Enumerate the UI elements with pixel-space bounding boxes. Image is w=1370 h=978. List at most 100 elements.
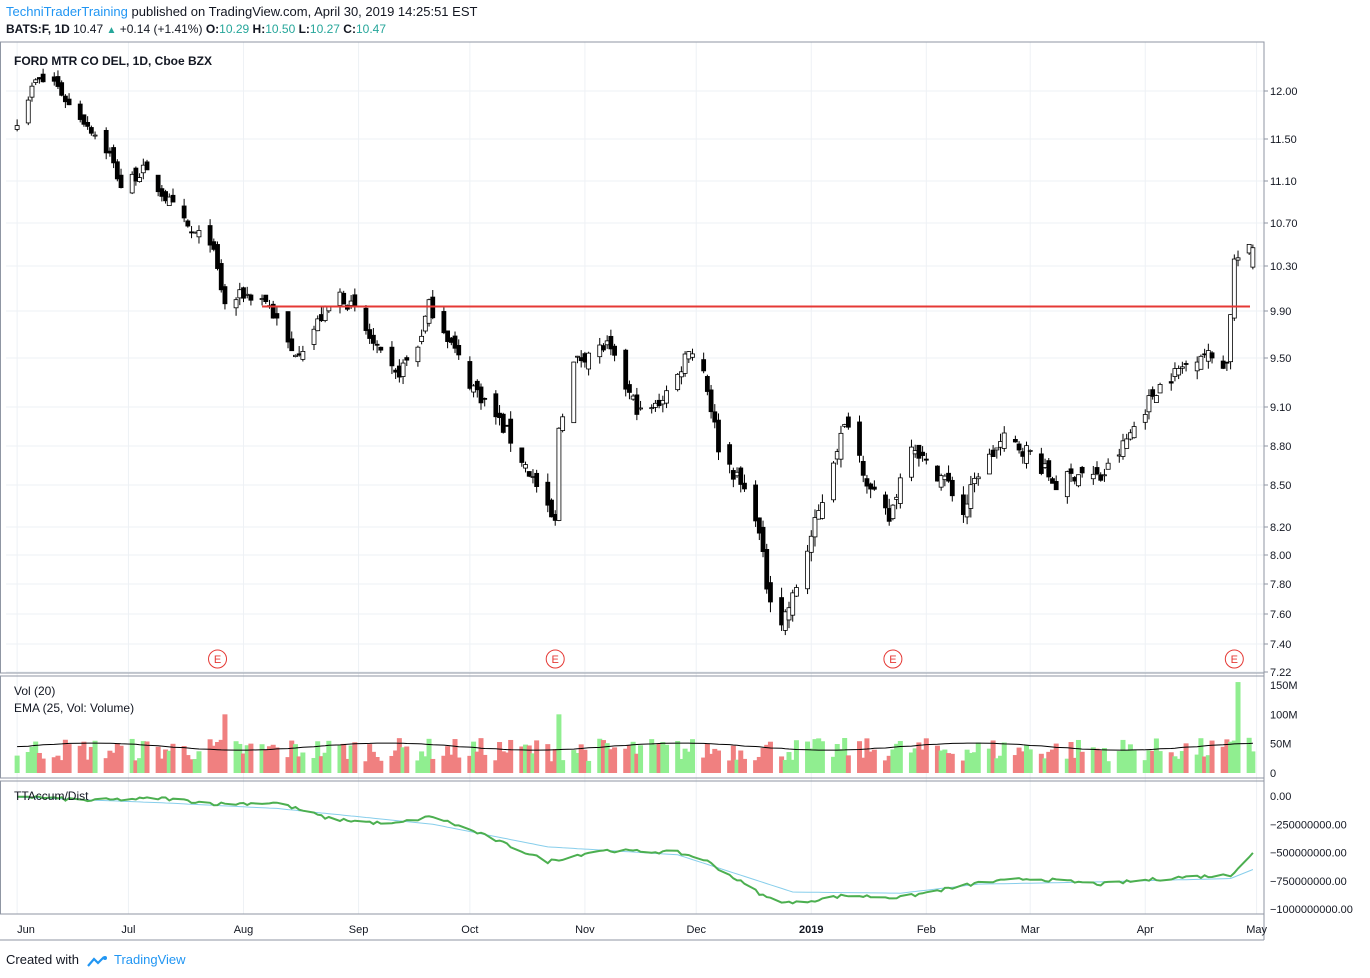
volume-bar	[133, 760, 139, 773]
volume-bar	[292, 744, 298, 773]
volume-tick-label: 0	[1270, 768, 1276, 780]
candle-body	[760, 526, 766, 552]
author-link[interactable]: TechniTraderTraining	[6, 4, 128, 19]
volume-bar	[1072, 757, 1078, 773]
volume-bar	[1153, 738, 1159, 773]
candle-body	[690, 353, 695, 358]
volume-bar	[552, 749, 558, 773]
volume-bar	[1016, 747, 1022, 773]
volume-bar	[118, 745, 124, 773]
volume-bar	[393, 750, 399, 773]
volume-bar	[1131, 749, 1137, 773]
footer: Created with TradingView	[6, 952, 186, 968]
candle-body	[85, 122, 91, 127]
candle-body	[1012, 439, 1018, 443]
volume-bar	[819, 741, 825, 773]
volume-ema-line	[17, 742, 1253, 751]
volume-bar	[185, 755, 191, 773]
candle-body	[25, 99, 31, 124]
candle-body	[990, 449, 996, 458]
volume-bar	[300, 752, 306, 773]
volume-bar	[400, 747, 406, 773]
volume-bar	[1075, 739, 1081, 773]
candle-body	[1220, 360, 1226, 369]
volume-bar	[1176, 758, 1182, 773]
volume-bar	[578, 744, 584, 773]
volume-bar	[1127, 744, 1133, 773]
candle-body	[883, 494, 888, 509]
candle-body	[820, 502, 825, 519]
volume-bar	[140, 741, 146, 773]
volume-bar	[1020, 751, 1026, 773]
volume-bar	[1116, 751, 1122, 773]
candle-body	[1235, 257, 1241, 261]
candle-body	[196, 230, 202, 238]
volume-tick-label: 100M	[1270, 709, 1298, 721]
volume-bar	[66, 744, 72, 773]
candle-body	[1001, 432, 1007, 449]
volume-bar	[81, 741, 87, 773]
volume-bar	[868, 751, 874, 773]
candle-body	[794, 587, 799, 597]
candle-body	[66, 98, 72, 106]
volume-bar	[448, 754, 454, 773]
volume-bar	[678, 758, 684, 773]
volume-bar	[233, 741, 239, 773]
volume-bar	[1120, 739, 1126, 773]
published-text: published on TradingView.com, April 30, …	[131, 4, 478, 19]
volume-bar	[111, 752, 117, 773]
candle-body	[289, 338, 295, 352]
volume-bar	[85, 759, 91, 773]
candle-body	[649, 407, 655, 410]
candle-body	[860, 460, 866, 476]
volume-bar	[1150, 750, 1156, 773]
ohlc-legend: BATS:F, 1D 10.47 ▲ +0.14 (+1.41%) O:10.2…	[6, 22, 386, 36]
candle-body	[378, 346, 384, 351]
volume-bar	[864, 738, 870, 773]
candle-body	[768, 582, 773, 603]
volume-bar	[708, 753, 714, 773]
candle-body	[526, 471, 532, 477]
candle-body	[77, 103, 83, 120]
volume-bar	[682, 748, 688, 773]
volume-bar	[181, 746, 187, 773]
accum-pane-title: TTAccum/Dist	[14, 789, 89, 803]
volume-bar	[964, 749, 970, 773]
volume-bar	[508, 739, 514, 773]
volume-bar	[166, 750, 172, 773]
candle-body	[845, 416, 851, 428]
volume-bar	[1001, 742, 1007, 773]
volume-bar	[805, 741, 811, 773]
earnings-marker-label: E	[1231, 654, 1238, 666]
candle-body	[701, 359, 707, 372]
volume-bar	[715, 750, 721, 773]
volume-bar	[860, 757, 866, 773]
volume-bar	[560, 760, 566, 773]
candle-body	[1153, 395, 1159, 403]
volume-bar	[767, 741, 773, 773]
volume-bar	[549, 761, 555, 773]
tradingview-brand[interactable]: TradingView	[114, 952, 186, 967]
candle-body	[1076, 474, 1081, 487]
volume-bar	[1027, 749, 1033, 773]
volume-bar	[196, 751, 202, 773]
volume-bar	[163, 749, 169, 773]
candle-body	[838, 432, 844, 460]
volume-bar	[263, 749, 269, 773]
candle-body	[185, 220, 191, 227]
candle-body	[467, 361, 473, 389]
candle-body	[1250, 247, 1256, 268]
accum-ma-line	[17, 796, 1254, 894]
candle-body	[923, 458, 929, 461]
candle-body	[949, 479, 955, 497]
volume-bar	[960, 760, 966, 773]
accum-tick-label: −250000000.00	[1270, 819, 1347, 831]
volume-bar	[322, 752, 328, 773]
volume-bar	[912, 748, 918, 773]
volume-bar	[623, 748, 629, 773]
candle-body	[909, 446, 914, 478]
volume-bar	[838, 749, 844, 773]
volume-bar	[972, 752, 978, 773]
volume-tick-label: 150M	[1270, 680, 1298, 692]
